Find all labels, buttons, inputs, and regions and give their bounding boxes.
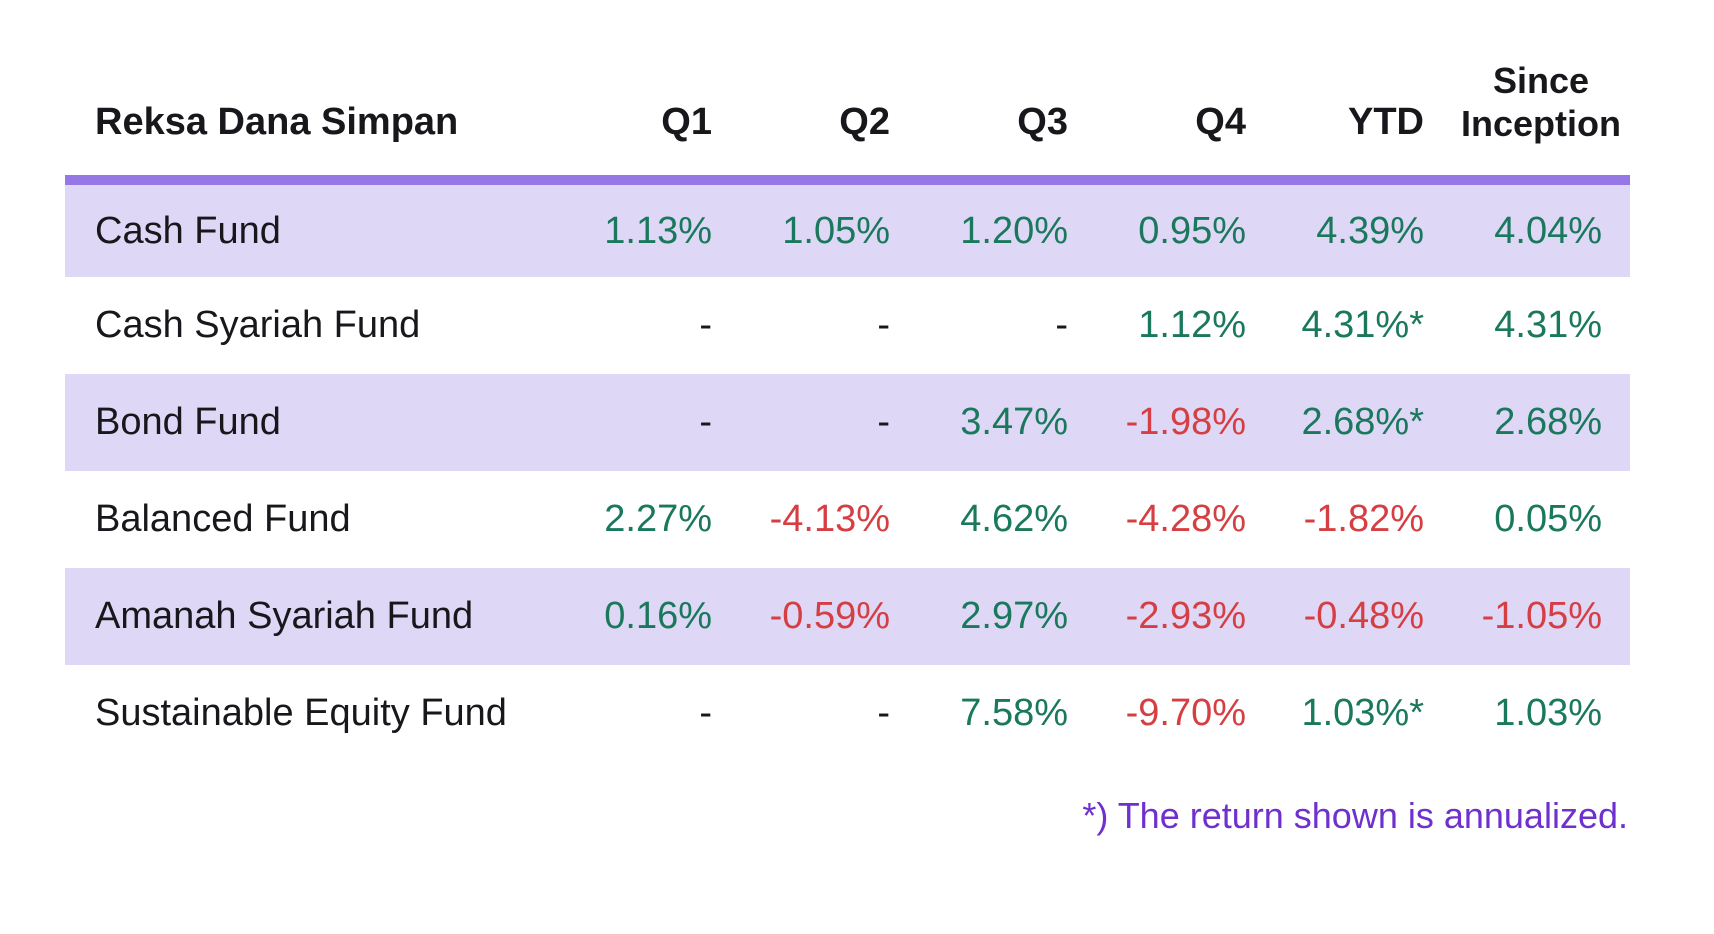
- value-cell: 4.31%*: [1301, 304, 1424, 346]
- value-cell: -9.70%: [1125, 692, 1246, 734]
- value-cell: -: [699, 401, 712, 443]
- value-cell: -: [699, 692, 712, 734]
- returns-table: Reksa Dana Simpan Q1 Q2 Q3 Q4 YTD Since Incep…: [65, 55, 1630, 762]
- table-title: Reksa Dana Simpan: [95, 101, 459, 144]
- fund-name-cell: Cash Fund: [95, 209, 281, 252]
- fund-name-cell: Amanah Syariah Fund: [95, 595, 474, 637]
- value-cell: 7.58%: [960, 692, 1068, 734]
- value-cell: 2.68%*: [1301, 401, 1424, 443]
- value-cell: -: [877, 401, 890, 443]
- table-row: Cash Syariah Fund - - - 1.12% 4.31%* 4.31%: [65, 277, 1630, 374]
- value-cell: 3.47%: [960, 401, 1068, 443]
- column-header-q2: Q2: [839, 101, 890, 144]
- value-cell: 1.03%*: [1301, 692, 1424, 734]
- value-cell: 0.16%: [604, 595, 712, 637]
- table-row: Balanced Fund 2.27% -4.13% 4.62% -4.28% -1.82…: [65, 471, 1630, 568]
- value-cell: -1.82%: [1303, 498, 1424, 540]
- value-cell: -0.59%: [769, 595, 890, 637]
- value-cell: 0.95%: [1138, 209, 1246, 252]
- fund-performance-table: Reksa Dana Simpan Q1 Q2 Q3 Q4 YTD Since Incep…: [65, 55, 1630, 837]
- column-header-q1: Q1: [661, 101, 712, 144]
- fund-name-cell: Cash Syariah Fund: [95, 304, 421, 346]
- table-row: Cash Fund 1.13% 1.05% 1.20% 0.95% 4.39% 4.04%: [65, 180, 1630, 277]
- value-cell: 1.03%: [1494, 692, 1602, 734]
- table-row: Sustainable Equity Fund - - 7.58% -9.70% 1.03…: [65, 665, 1630, 762]
- column-header-since-inception: Since Inception: [1461, 60, 1621, 144]
- value-cell: 4.04%: [1494, 209, 1602, 252]
- value-cell: 2.68%: [1494, 401, 1602, 443]
- value-cell: 1.12%: [1138, 304, 1246, 346]
- value-cell: 2.27%: [604, 498, 712, 540]
- value-cell: 1.05%: [782, 209, 890, 252]
- column-header-q3: Q3: [1017, 101, 1068, 144]
- fund-name-cell: Sustainable Equity Fund: [95, 692, 507, 734]
- value-cell: -2.93%: [1125, 595, 1246, 637]
- fund-name-cell: Balanced Fund: [95, 498, 351, 540]
- value-cell: 2.97%: [960, 595, 1068, 637]
- table-row: Bond Fund - - 3.47% -1.98% 2.68%* 2.68%: [65, 374, 1630, 471]
- fund-name-cell: Bond Fund: [95, 401, 281, 443]
- value-cell: 1.20%: [960, 209, 1068, 252]
- annualized-footnote: *) The return shown is annualized.: [1082, 795, 1628, 836]
- value-cell: -1.98%: [1125, 401, 1246, 443]
- value-cell: -4.28%: [1125, 498, 1246, 540]
- table-header-row: Reksa Dana Simpan Q1 Q2 Q3 Q4 YTD Since Incep…: [65, 55, 1630, 180]
- value-cell: 1.13%: [604, 209, 712, 252]
- value-cell: 4.39%: [1316, 209, 1424, 252]
- value-cell: -: [877, 692, 890, 734]
- value-cell: 4.31%: [1494, 304, 1602, 346]
- table-row: Amanah Syariah Fund 0.16% -0.59% 2.97% -2.93…: [65, 568, 1630, 665]
- value-cell: -: [877, 304, 890, 346]
- value-cell: -: [1055, 304, 1068, 346]
- value-cell: -: [699, 304, 712, 346]
- value-cell: 4.62%: [960, 498, 1068, 540]
- column-header-q4: Q4: [1195, 101, 1246, 144]
- value-cell: 0.05%: [1494, 498, 1602, 540]
- value-cell: -4.13%: [769, 498, 890, 540]
- value-cell: -0.48%: [1303, 595, 1424, 637]
- value-cell: -1.05%: [1481, 595, 1602, 637]
- column-header-ytd: YTD: [1348, 101, 1424, 144]
